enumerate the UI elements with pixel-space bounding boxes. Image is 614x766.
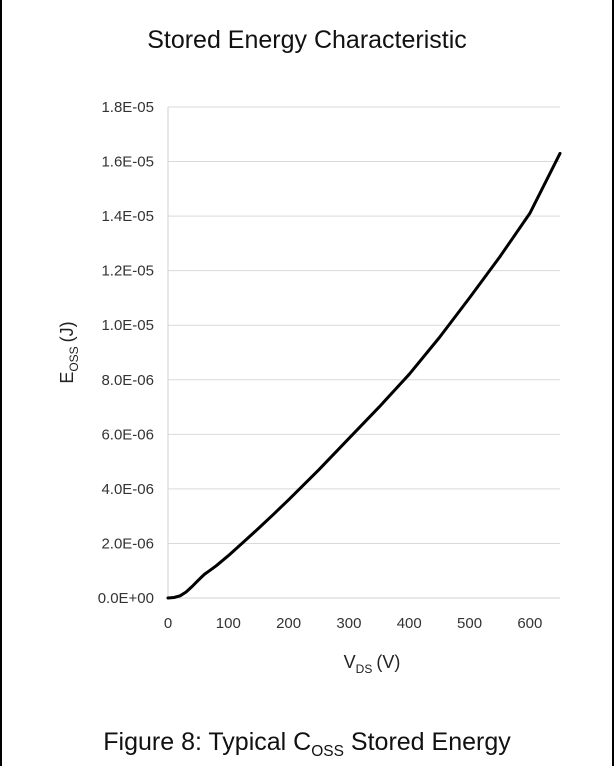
x-tick-label: 100	[216, 615, 241, 632]
y-tick-label: 1.6E-05	[101, 154, 154, 171]
x-tick-label: 400	[397, 615, 422, 632]
figure-caption: Figure 8: Typical COSS Stored Energy	[2, 728, 612, 761]
axes	[167, 107, 560, 599]
y-tick-label: 8.0E-06	[101, 372, 154, 389]
x-axis-label-sub: DS	[356, 662, 373, 676]
y-tick-label: 4.0E-06	[101, 481, 154, 498]
x-axis-label-unit: (V)	[376, 652, 400, 672]
y-axis-label-unit: (J)	[57, 321, 77, 342]
y-tick-label: 1.4E-05	[101, 208, 154, 225]
x-axis-label-main: V	[344, 652, 356, 672]
x-tick-label: 0	[164, 615, 172, 632]
caption-suffix: Stored Energy	[343, 728, 511, 756]
y-tick-label: 1.0E-05	[101, 317, 154, 334]
x-tick-label: 200	[276, 615, 301, 632]
y-tick-label: 6.0E-06	[101, 426, 154, 443]
caption-prefix: Figure 8: Typical C	[103, 728, 312, 756]
y-tick-labels: 0.0E+00 2.0E-06 4.0E-06 6.0E-06 8.0E-06 1.0E-…	[98, 99, 154, 607]
series-line	[166, 151, 562, 600]
x-tick-label: 300	[336, 615, 361, 632]
grid-lines	[168, 106, 560, 544]
y-tick-label: 2.0E-06	[101, 535, 154, 552]
x-tick-label: 500	[457, 615, 482, 632]
y-axis-label-main: E	[57, 372, 77, 384]
x-axis-label: VDS (V)	[344, 652, 401, 676]
x-tick-labels: 0 100 200 300 400 500 600	[164, 615, 543, 632]
chart-title: Stored Energy Characteristic	[147, 26, 467, 54]
series-group	[166, 151, 562, 600]
y-axis-label: EOSS (J)	[57, 321, 81, 383]
x-tick-label: 600	[517, 615, 542, 632]
y-axis-label-sub: OSS	[67, 346, 81, 371]
y-tick-label: 1.8E-05	[101, 99, 154, 116]
y-tick-label: 0.0E+00	[98, 590, 154, 607]
caption-sub: OSS	[311, 743, 344, 760]
y-tick-label: 1.2E-05	[101, 263, 154, 280]
